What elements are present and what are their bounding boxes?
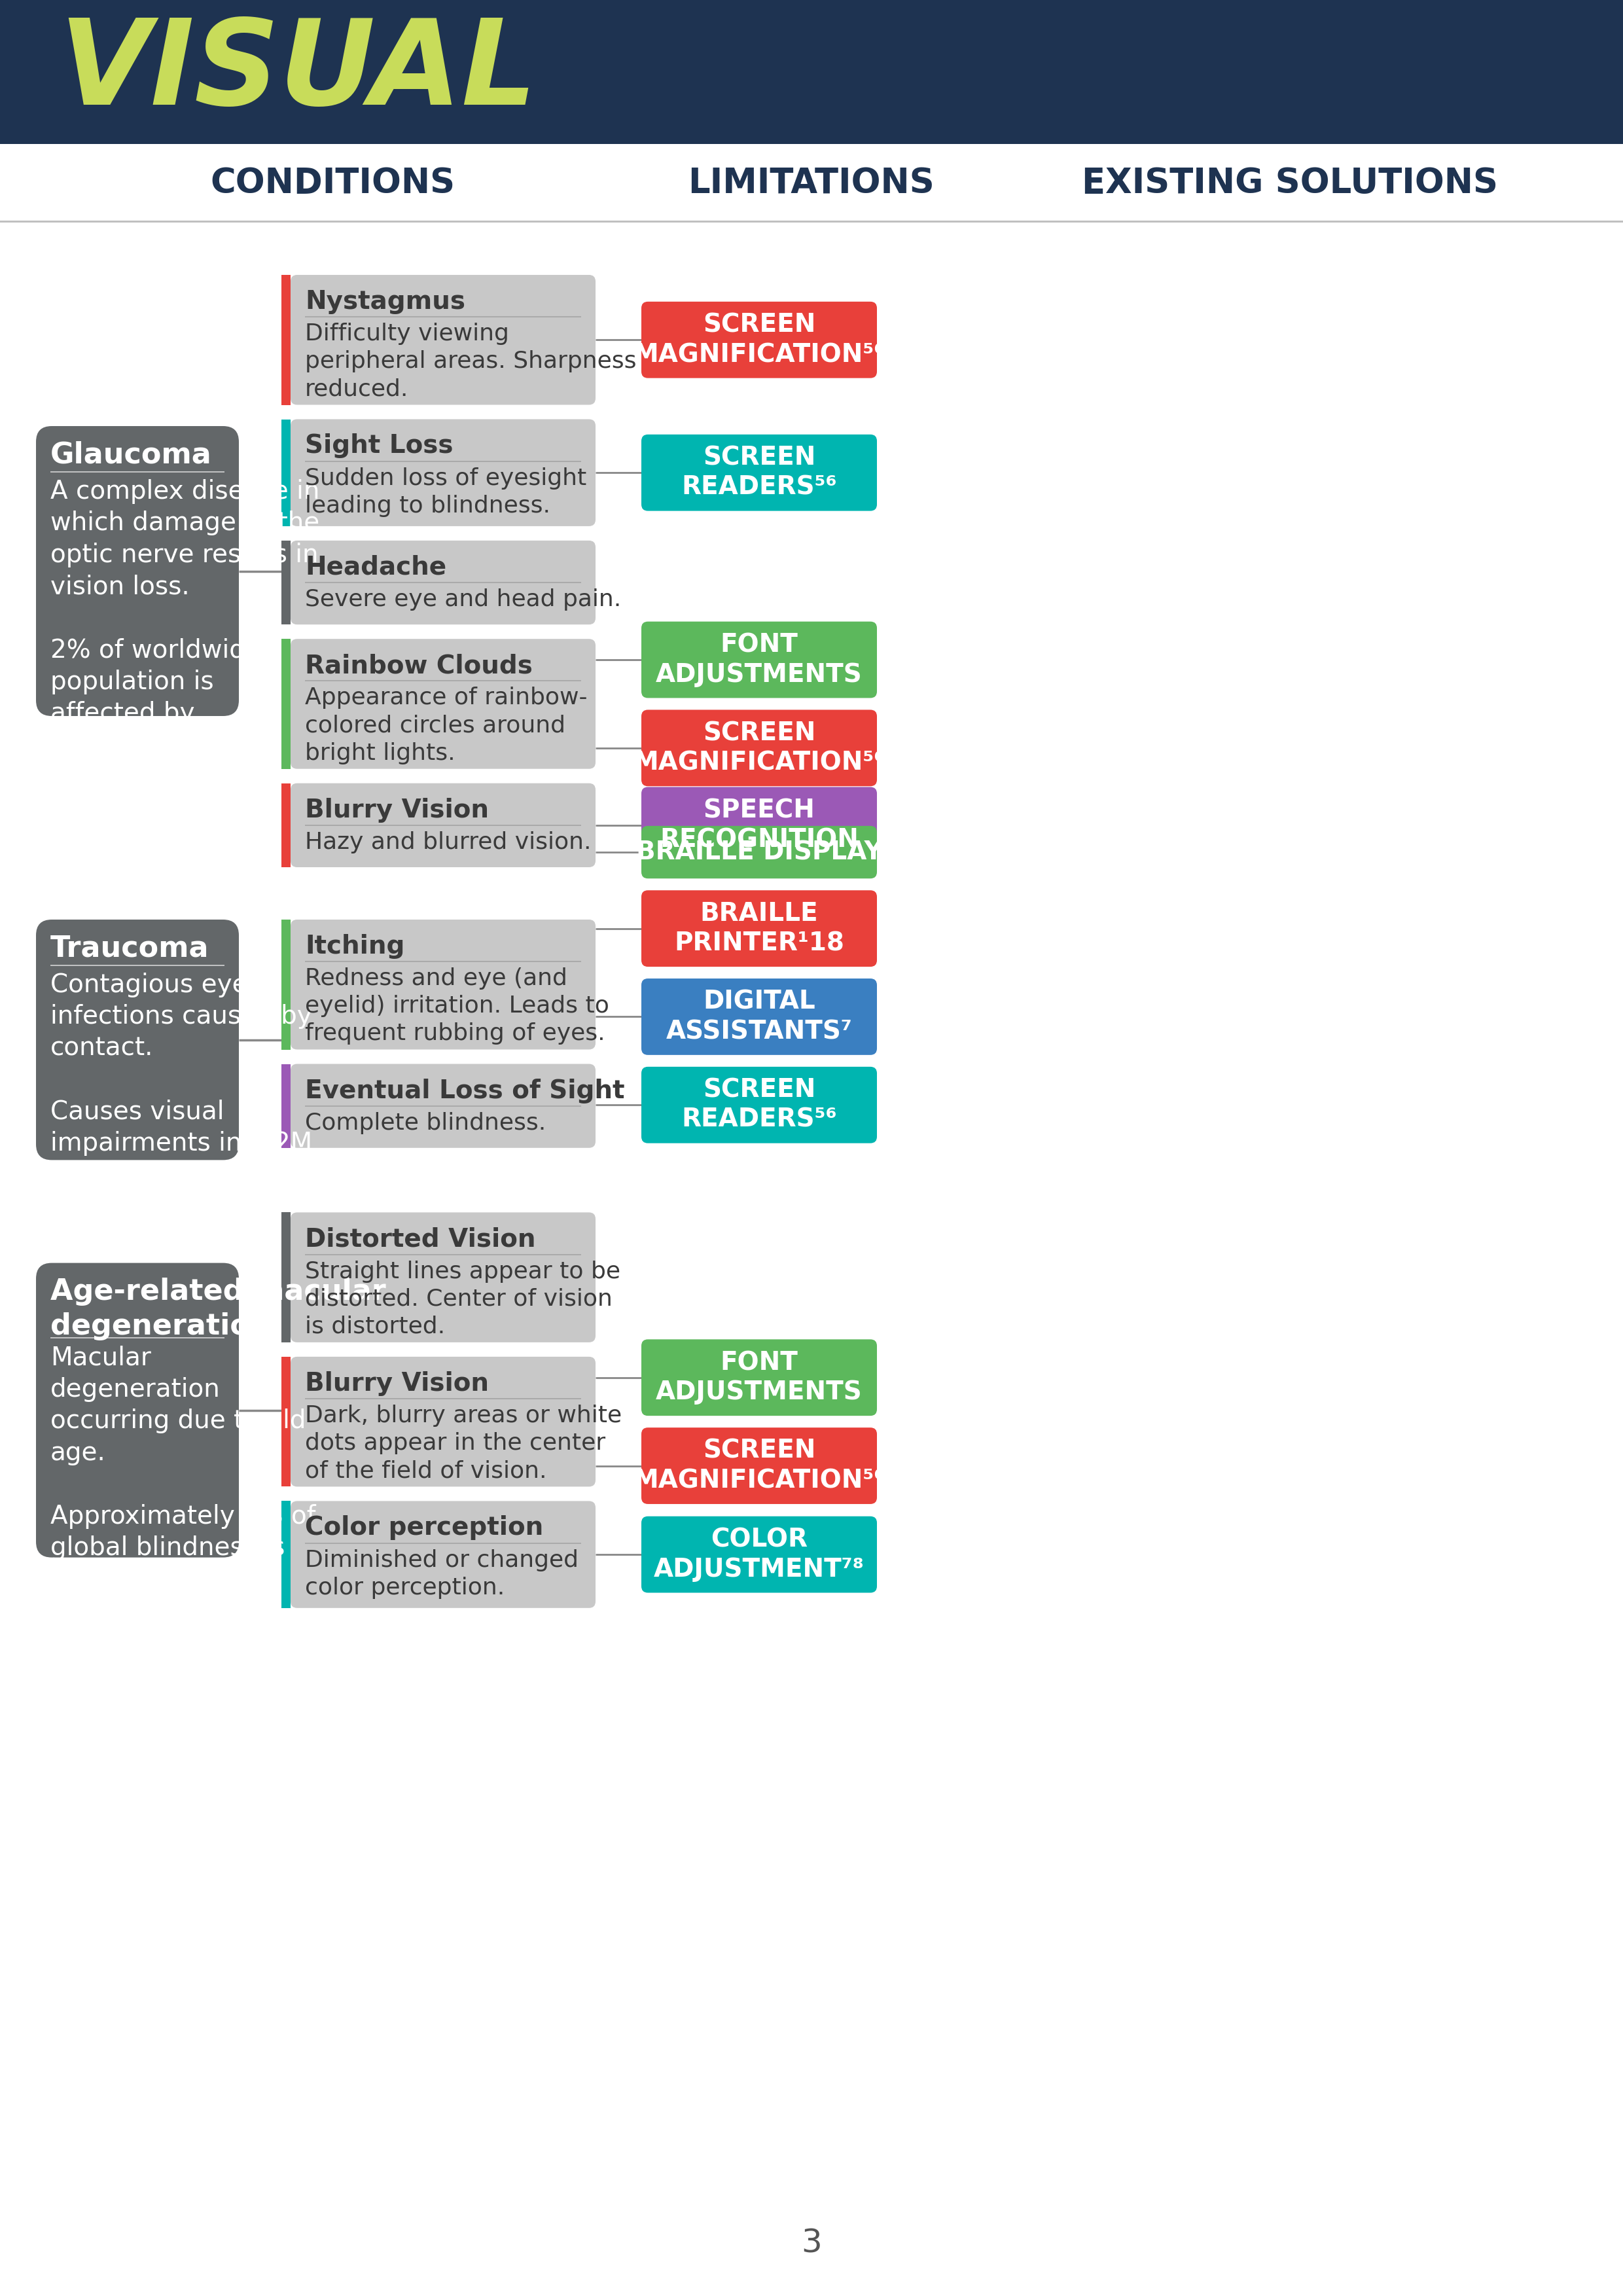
FancyBboxPatch shape	[641, 1339, 876, 1417]
Text: SCREEN
MAGNIFICATION⁵⁶: SCREEN MAGNIFICATION⁵⁶	[633, 312, 885, 367]
Text: Blurry Vision: Blurry Vision	[305, 797, 489, 822]
FancyBboxPatch shape	[291, 1212, 596, 1343]
FancyBboxPatch shape	[291, 1502, 596, 1607]
Bar	[281, 276, 291, 404]
Text: Sight Loss: Sight Loss	[305, 434, 453, 459]
Text: LIMITATIONS: LIMITATIONS	[688, 165, 935, 200]
FancyBboxPatch shape	[641, 1515, 876, 1593]
Text: Hazy and blurred vision.: Hazy and blurred vision.	[305, 831, 591, 854]
Text: FONT
ADJUSTMENTS: FONT ADJUSTMENTS	[656, 1350, 862, 1405]
FancyBboxPatch shape	[291, 921, 596, 1049]
Text: CONDITIONS: CONDITIONS	[211, 165, 456, 200]
Bar	[281, 1502, 291, 1607]
FancyBboxPatch shape	[36, 1263, 239, 1557]
Text: EXISTING SOLUTIONS: EXISTING SOLUTIONS	[1083, 165, 1498, 200]
FancyBboxPatch shape	[36, 427, 239, 716]
Text: Glaucoma: Glaucoma	[50, 441, 213, 468]
FancyBboxPatch shape	[36, 921, 239, 1159]
Text: Appearance of rainbow-
colored circles around
bright lights.: Appearance of rainbow- colored circles a…	[305, 687, 588, 765]
Text: 3: 3	[802, 2227, 821, 2259]
Bar	[281, 420, 291, 526]
FancyBboxPatch shape	[291, 1357, 596, 1486]
Text: SCREEN
MAGNIFICATION⁵⁶: SCREEN MAGNIFICATION⁵⁶	[633, 1440, 885, 1492]
FancyBboxPatch shape	[291, 420, 596, 526]
Text: Eventual Loss of Sight: Eventual Loss of Sight	[305, 1079, 625, 1102]
FancyBboxPatch shape	[291, 783, 596, 868]
Text: Rainbow Clouds: Rainbow Clouds	[305, 654, 532, 677]
Text: FONT
ADJUSTMENTS: FONT ADJUSTMENTS	[656, 631, 862, 687]
Text: Dark, blurry areas or white
dots appear in the center
of the field of vision.: Dark, blurry areas or white dots appear …	[305, 1405, 622, 1481]
Text: SPEECH
RECOGNITION: SPEECH RECOGNITION	[659, 799, 859, 852]
FancyBboxPatch shape	[641, 709, 876, 785]
Bar	[281, 638, 291, 769]
Bar	[281, 921, 291, 1049]
FancyBboxPatch shape	[641, 891, 876, 967]
Bar	[281, 1063, 291, 1148]
FancyBboxPatch shape	[291, 1063, 596, 1148]
FancyBboxPatch shape	[641, 622, 876, 698]
Text: DIGITAL
ASSISTANTS⁷: DIGITAL ASSISTANTS⁷	[665, 990, 852, 1045]
FancyBboxPatch shape	[641, 301, 876, 379]
Text: COLOR
ADJUSTMENT⁷⁸: COLOR ADJUSTMENT⁷⁸	[654, 1527, 865, 1582]
Text: Age-related macular
degeneration: Age-related macular degeneration	[50, 1277, 386, 1341]
FancyBboxPatch shape	[641, 434, 876, 512]
Bar	[281, 783, 291, 868]
Text: Straight lines appear to be
distorted. Center of vision
is distorted.: Straight lines appear to be distorted. C…	[305, 1261, 620, 1339]
Bar	[0, 145, 1623, 223]
Text: SCREEN
READERS⁵⁶: SCREEN READERS⁵⁶	[682, 1077, 837, 1132]
Bar	[0, 0, 1623, 145]
Text: Blurry Vision: Blurry Vision	[305, 1371, 489, 1396]
Text: Itching: Itching	[305, 934, 404, 960]
Text: Contagious eye
infections caused by
contact.

Causes visual
impairments in 2.2M
: Contagious eye infections caused by cont…	[50, 974, 312, 1187]
FancyBboxPatch shape	[641, 978, 876, 1054]
Bar	[281, 540, 291, 625]
Text: Traucoma: Traucoma	[50, 934, 209, 962]
Bar	[281, 1212, 291, 1343]
FancyBboxPatch shape	[291, 540, 596, 625]
Text: Difficulty viewing
peripheral areas. Sharpness
reduced.: Difficulty viewing peripheral areas. Sha…	[305, 324, 636, 400]
Text: BRAILLE DISPLAY: BRAILLE DISPLAY	[636, 840, 883, 866]
Text: SCREEN
MAGNIFICATION⁵⁶: SCREEN MAGNIFICATION⁵⁶	[633, 721, 885, 776]
Text: Sudden loss of eyesight
leading to blindness.: Sudden loss of eyesight leading to blind…	[305, 466, 586, 517]
Text: SCREEN
READERS⁵⁶: SCREEN READERS⁵⁶	[682, 445, 837, 501]
FancyBboxPatch shape	[641, 1068, 876, 1143]
Text: A complex disease in
which damage to the
optic nerve results in
vision loss.

2%: A complex disease in which damage to the…	[50, 480, 320, 758]
Text: Color perception: Color perception	[305, 1515, 544, 1541]
Bar	[281, 1357, 291, 1486]
Text: Complete blindness.: Complete blindness.	[305, 1111, 545, 1134]
Text: Macular
degeneration
occurring due to old
age.

Approximately 5% of
global blind: Macular degeneration occurring due to ol…	[50, 1345, 316, 1591]
FancyBboxPatch shape	[641, 1428, 876, 1504]
FancyBboxPatch shape	[641, 788, 876, 863]
Text: Diminished or changed
color perception.: Diminished or changed color perception.	[305, 1550, 578, 1598]
Text: VISUAL: VISUAL	[58, 14, 537, 129]
Text: Redness and eye (and
eyelid) irritation. Leads to
frequent rubbing of eyes.: Redness and eye (and eyelid) irritation.…	[305, 967, 609, 1045]
Text: BRAILLE
PRINTER¹18: BRAILLE PRINTER¹18	[674, 902, 844, 955]
Text: Severe eye and head pain.: Severe eye and head pain.	[305, 588, 622, 611]
FancyBboxPatch shape	[291, 276, 596, 404]
Text: Headache: Headache	[305, 556, 446, 581]
Text: Distorted Vision: Distorted Vision	[305, 1226, 536, 1251]
FancyBboxPatch shape	[641, 827, 876, 879]
FancyBboxPatch shape	[291, 638, 596, 769]
Text: Nystagmus: Nystagmus	[305, 289, 466, 315]
